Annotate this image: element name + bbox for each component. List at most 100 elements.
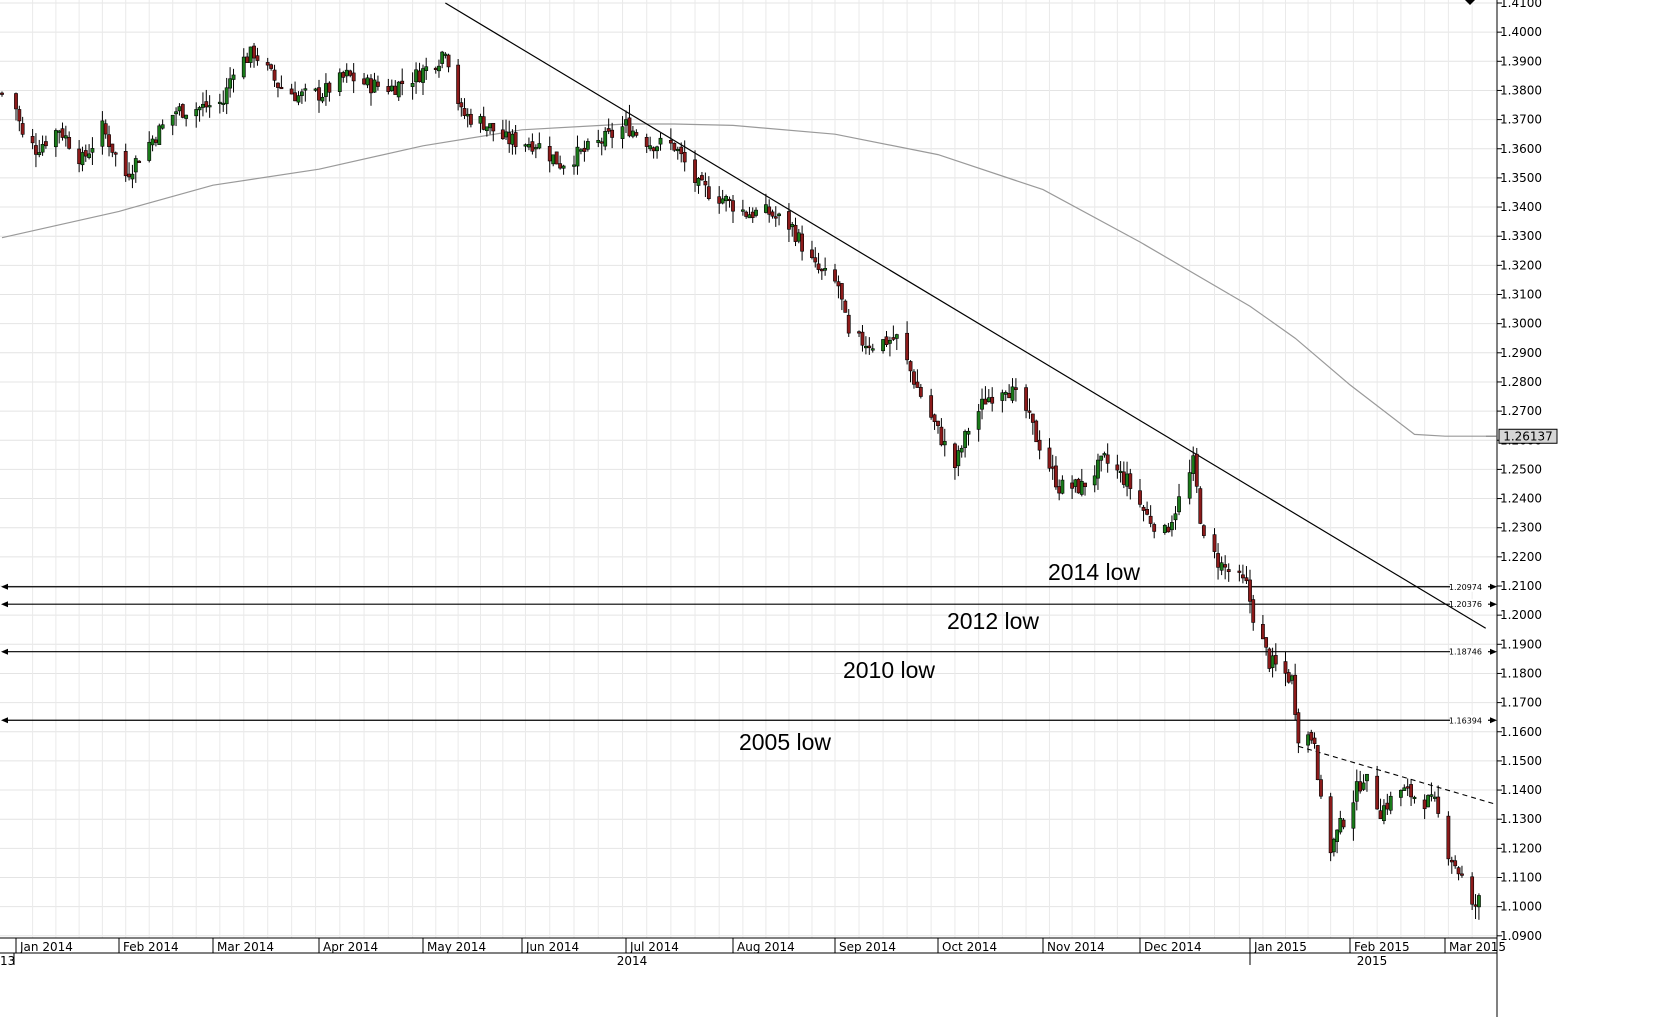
candle-body: [1226, 569, 1231, 572]
candle-body: [1283, 661, 1288, 674]
candlestick: [1470, 872, 1475, 910]
candle-body: [1436, 796, 1441, 814]
candlestick: [484, 126, 489, 137]
candlestick: [1378, 798, 1383, 819]
candle-body: [655, 146, 659, 152]
candle-body: [491, 122, 496, 132]
candlestick: [1354, 769, 1359, 811]
candlestick: [1460, 865, 1464, 878]
candle-body: [289, 88, 294, 95]
candlestick: [30, 128, 35, 150]
candle-body: [207, 105, 212, 108]
candle-body: [1096, 459, 1100, 479]
candlestick: [833, 263, 837, 284]
candlestick: [293, 81, 297, 102]
candlestick: [1477, 893, 1481, 920]
candle-body: [750, 211, 755, 218]
candle-body: [585, 141, 590, 150]
candle-body: [424, 66, 429, 71]
candle-body: [369, 78, 373, 94]
year-label: 2014: [617, 954, 648, 968]
candle-body: [100, 120, 105, 147]
candlestick: [1141, 505, 1146, 522]
candle-body: [953, 443, 957, 469]
candlestick: [1426, 794, 1430, 808]
candle-body: [1328, 796, 1333, 854]
candlestick: [932, 413, 937, 430]
candlestick: [767, 199, 772, 223]
x-tick-label: Jun 2014: [525, 940, 579, 954]
candlestick: [110, 143, 115, 158]
candlestick: [668, 128, 673, 151]
y-tick-label: 1.2800: [1500, 375, 1542, 389]
candlestick: [80, 146, 85, 172]
candlestick: [1212, 528, 1217, 559]
candlestick: [936, 420, 940, 434]
candle-body: [894, 334, 899, 339]
candle-body: [462, 108, 467, 116]
candlestick: [624, 110, 628, 134]
candlestick: [1121, 461, 1126, 489]
candlestick: [228, 67, 232, 98]
candle-body: [1309, 732, 1314, 741]
candle-body: [1148, 515, 1153, 524]
candlestick: [787, 203, 791, 242]
candle-body: [596, 139, 601, 143]
candlestick: [1073, 478, 1078, 493]
candle-body: [860, 331, 865, 346]
candle-body: [793, 224, 798, 242]
candlestick: [651, 146, 656, 159]
candlestick: [174, 107, 178, 127]
candle-body: [867, 345, 872, 349]
candlestick: [727, 196, 732, 208]
y-tick-label: 1.1900: [1500, 637, 1542, 651]
level-arrow-right-icon: [1490, 717, 1497, 724]
candle-body: [194, 109, 199, 117]
candle-body: [1453, 860, 1458, 867]
candle-body: [1312, 737, 1317, 744]
candlestick: [1125, 461, 1129, 497]
candle-body: [1449, 859, 1454, 863]
candle-body: [137, 160, 142, 163]
candlestick: [1365, 773, 1369, 792]
candle-body: [127, 173, 131, 178]
candlestick: [469, 108, 473, 128]
candle-body: [386, 86, 391, 92]
candle-body: [103, 123, 108, 135]
candle-body: [530, 141, 535, 152]
candlestick: [1173, 506, 1178, 530]
candlestick: [317, 79, 321, 113]
candlestick: [1338, 810, 1343, 835]
candle-body: [1248, 579, 1252, 602]
x-tick-label: Dec 2014: [1144, 940, 1202, 954]
candlestick: [773, 206, 778, 227]
candle-body: [400, 80, 405, 85]
candle-body: [30, 136, 35, 144]
candle-body: [1092, 475, 1097, 486]
candle-body: [843, 300, 848, 313]
y-tick-label: 1.3000: [1500, 317, 1542, 331]
candlestick: [1191, 446, 1196, 481]
candlestick: [500, 119, 505, 140]
candlestick: [1319, 774, 1323, 799]
candle-body: [579, 149, 583, 152]
candle-body: [727, 198, 732, 202]
candlestick: [194, 102, 199, 128]
candle-body: [1054, 465, 1058, 488]
candle-body: [620, 126, 625, 139]
candle-body: [0, 92, 4, 95]
candlestick: [1446, 811, 1451, 866]
candle-body: [478, 116, 483, 124]
candlestick: [123, 143, 128, 182]
candle-body: [465, 113, 470, 117]
candlestick: [1241, 564, 1245, 584]
candle-body: [150, 138, 155, 146]
x-tick-label: Apr 2014: [323, 940, 378, 954]
candle-body: [634, 132, 639, 136]
candle-body: [1223, 564, 1228, 568]
candle-body: [90, 148, 95, 153]
candlestick: [894, 333, 899, 351]
candlestick: [843, 299, 848, 313]
y-tick-label: 1.3800: [1500, 83, 1542, 97]
candle-body: [648, 145, 653, 150]
